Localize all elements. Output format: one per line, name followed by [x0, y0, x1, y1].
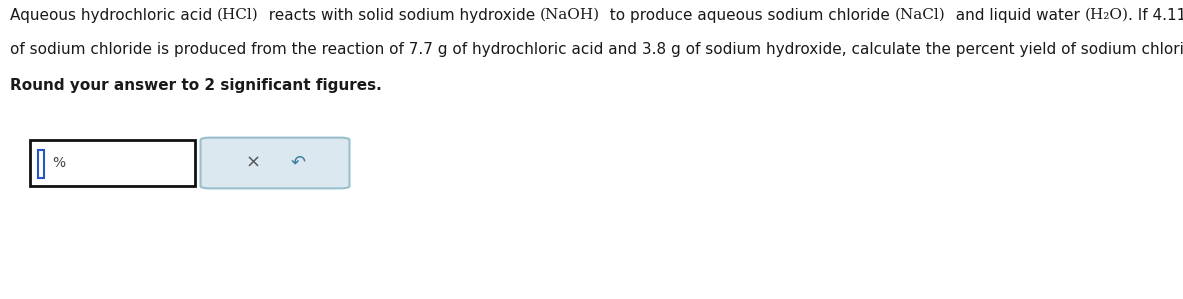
Text: ↶: ↶	[291, 154, 306, 172]
Text: (HCl): (HCl)	[218, 8, 259, 22]
Text: reacts with solid sodium hydroxide: reacts with solid sodium hydroxide	[259, 8, 539, 23]
Text: Aqueous hydrochloric acid: Aqueous hydrochloric acid	[9, 8, 218, 23]
Text: . If 4.11 g: . If 4.11 g	[1129, 8, 1183, 23]
Text: (H₂O): (H₂O)	[1085, 8, 1129, 22]
Text: and liquid water: and liquid water	[945, 8, 1085, 23]
Text: of sodium chloride is produced from the reaction of 7.7 g of hydrochloric acid a: of sodium chloride is produced from the …	[9, 42, 1183, 57]
Text: to produce aqueous sodium chloride: to produce aqueous sodium chloride	[600, 8, 894, 23]
Text: Round your answer to 2 significant figures.: Round your answer to 2 significant figur…	[9, 78, 382, 93]
Text: (NaCl): (NaCl)	[894, 8, 945, 22]
Text: ×: ×	[245, 154, 260, 172]
Text: %: %	[52, 156, 65, 170]
Text: (NaOH): (NaOH)	[539, 8, 600, 22]
